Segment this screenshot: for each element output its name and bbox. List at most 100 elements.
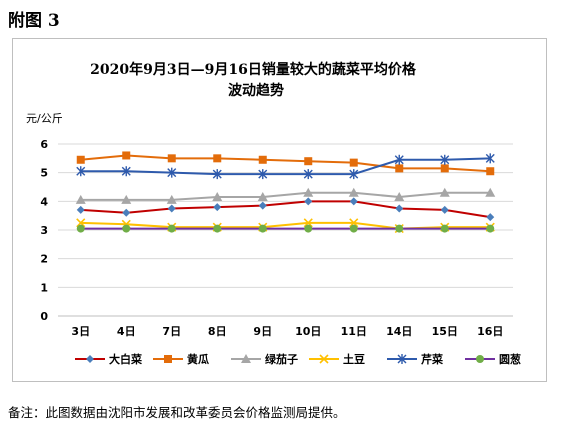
data-point [486,213,495,222]
data-point [258,169,268,180]
source-note: 备注：此图数据由沈阳市发展和改革委员会价格监测局提供。 [8,405,346,420]
y-axis-label: 元/公斤 [26,112,63,125]
legend-marker [397,354,407,364]
series-line [80,154,491,173]
legend-label: 大白菜 [109,352,143,366]
x-tick-label: 14日 [386,325,412,338]
marker-stroke [303,218,313,228]
data-point [440,164,449,173]
data-point [76,155,85,164]
x-tick-label: 8日 [208,325,227,338]
data-point [440,154,450,165]
data-point [122,224,131,233]
legend-marker [86,355,94,363]
legend-marker [319,354,329,364]
y-tick-label: 0 [40,310,48,323]
data-point [257,192,268,202]
legend-label: 土豆 [343,352,365,366]
legend: 大白菜 黄瓜 绿茄子 土豆 芹菜 圆葱 [75,352,521,366]
legend-marker [241,354,251,363]
data-point [303,187,314,197]
legend-marker [164,355,172,363]
data-point [76,224,85,233]
data-point [348,187,359,197]
data-point [485,153,495,164]
data-point [304,224,313,233]
data-point [440,205,449,214]
series-1 [76,197,495,222]
legend-item: 绿茄子 [231,352,298,366]
data-point [213,203,222,212]
data-point [75,194,86,204]
legend-item: 圆葱 [465,352,521,366]
chart-title-line1: 2020年9月3日—9月16日销量较大的蔬菜平均价格 [90,61,417,78]
x-tick-label: 9日 [253,325,272,338]
legend-label: 黄瓜 [187,352,209,366]
chart-frame: 2020年9月3日—9月16日销量较大的蔬菜平均价格 波动趋势 元/公斤 0 1 2… [12,38,547,382]
data-point [166,194,177,204]
data-point [349,197,358,206]
series-line [80,200,491,219]
x-tick-label: 16日 [477,325,503,338]
data-point [167,224,176,233]
data-point [167,204,176,213]
data-point [121,194,132,204]
legend-marker [476,355,484,363]
data-point [122,208,131,217]
x-tick-label: 15日 [432,325,458,338]
data-point [76,205,85,214]
chart-title-line2: 波动趋势 [228,82,284,99]
x-tick-label: 3日 [71,325,90,338]
series-3 [75,187,496,204]
data-point [304,197,313,206]
legend-item: 黄瓜 [153,352,209,366]
series-5 [76,153,495,180]
data-point [167,154,176,163]
y-tick-label: 6 [40,138,48,151]
data-point [440,224,449,233]
data-point [349,218,359,228]
data-point [303,218,313,228]
data-point [258,224,267,233]
marker-stroke [76,218,86,228]
data-point [212,169,222,180]
data-point [213,224,222,233]
series-line [80,157,491,176]
data-point [394,154,404,165]
y-tick-label: 3 [40,224,48,237]
data-point [485,187,496,197]
data-point [304,157,313,166]
x-tick-label: 10日 [295,325,321,338]
x-tick-label: 11日 [341,325,367,338]
line-chart: 2020年9月3日—9月16日销量较大的蔬菜平均价格 波动趋势 元/公斤 0 1 2… [26,61,521,366]
series-2 [76,151,495,176]
data-point [76,166,86,177]
data-point [486,167,495,176]
data-point [258,155,267,164]
x-tick-label: 7日 [162,325,181,338]
data-point [212,192,223,202]
data-point [349,169,359,180]
legend-label: 绿茄子 [265,352,298,366]
data-point [395,164,404,173]
data-point [439,187,450,197]
axis-layer: 0 1 2 3 4 5 6 3日 4日 7日 8日 9日 10日 11日 14日 15日 16日 [40,138,513,338]
data-point [394,192,405,202]
legend-label: 圆葱 [499,352,521,366]
series-6 [76,224,495,233]
figure-label: 附图 3 [8,11,60,31]
legend-label: 芹菜 [421,352,444,366]
legend-item: 大白菜 [75,352,143,366]
y-tick-label: 1 [40,281,48,294]
data-point [258,201,267,210]
marker-stroke [319,354,329,364]
legend-item: 芹菜 [387,352,444,366]
marker-stroke [349,218,359,228]
data-point [122,151,131,160]
grid-layer [58,143,513,288]
y-tick-label: 4 [40,195,48,208]
data-point [167,167,177,178]
data-point [486,224,495,233]
y-tick-label: 2 [40,253,48,266]
series-line [80,191,491,201]
